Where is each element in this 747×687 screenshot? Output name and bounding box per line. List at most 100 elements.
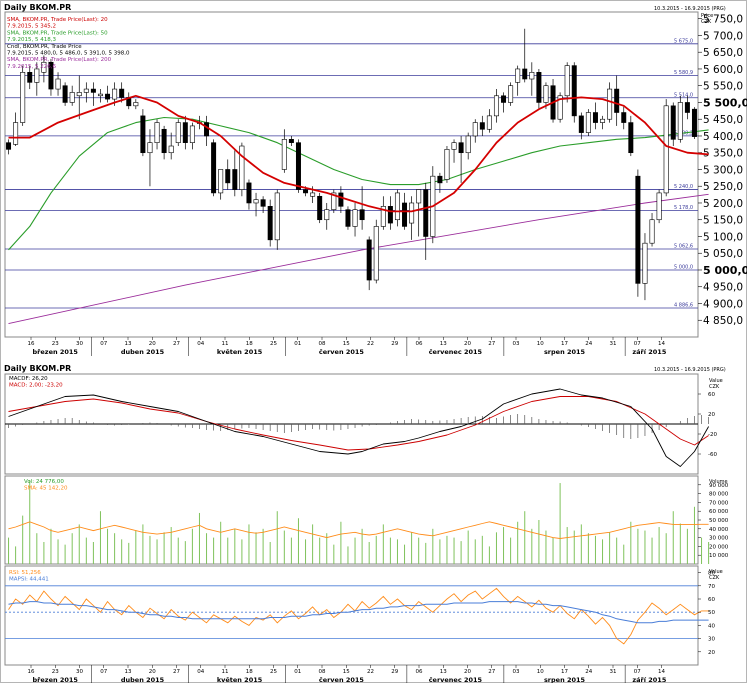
price-legend-entry: 7.9.2015, 5 480,0, 5 486,0, 5 391,0, 5 3…: [7, 51, 130, 57]
candle-body: [239, 145, 245, 190]
price-panel-title: Daily BKOM.PR: [4, 3, 71, 12]
bottom-month-label: červen 2015: [319, 676, 365, 683]
candle-body: [663, 105, 669, 194]
level-line-label: 5 580,9: [674, 70, 693, 76]
mapsi-line: [8, 601, 709, 624]
candle-body: [387, 206, 393, 224]
macd-axis-currency: CZK: [709, 384, 720, 390]
price-x-tick-label: 13: [125, 341, 132, 347]
candle-body: [451, 142, 457, 150]
price-x-tick-label: 08: [319, 341, 326, 347]
candle-body: [423, 189, 429, 237]
candle-body: [133, 102, 139, 107]
level-line-label: 5 675,0: [674, 38, 693, 44]
candle-body: [585, 112, 591, 133]
volume-tick-label: 40 000: [709, 527, 729, 533]
price-tick-label: 4 950,0: [703, 282, 743, 294]
candle-body: [621, 112, 627, 123]
price-tick-label: 5 550,0: [703, 81, 743, 93]
bottom-month-label: duben 2015: [121, 676, 165, 683]
price-legend-entry: 7.9.2015, 5 226,6: [7, 64, 56, 70]
bottom-month-label: březen 2015: [33, 676, 79, 683]
bottom-x-tick-label: 30: [76, 669, 83, 675]
bottom-x-tick-label: 03: [513, 669, 520, 675]
price-tick-label: 4 900,0: [703, 298, 743, 310]
macd-tick-label: 60: [708, 392, 715, 398]
candle-body: [27, 72, 33, 83]
price-x-tick-label: 30: [76, 341, 83, 347]
candle-body: [55, 78, 61, 90]
candle-body: [34, 68, 40, 83]
candle-body: [83, 88, 89, 93]
macd-legend-entry: MACDF: 26,20: [9, 376, 48, 382]
candle-body: [557, 95, 563, 120]
candle-body: [48, 61, 54, 90]
candle-body: [564, 65, 570, 97]
sma200-line: [8, 193, 709, 325]
rsi-tick-label: 50: [708, 610, 715, 616]
price-tick-label: 5 700,0: [703, 30, 743, 42]
candle-body: [218, 169, 224, 194]
candle-body: [345, 209, 351, 227]
volume-tick-label: 30 000: [709, 536, 729, 542]
bottom-month-label: červenec 2015: [429, 676, 483, 683]
price-tick-label: 5 000,0: [703, 264, 747, 277]
price-x-tick-label: 07: [100, 341, 107, 347]
price-tick-label: 5 400,0: [703, 131, 743, 143]
bottom-x-tick-label: 25: [270, 669, 277, 675]
candle-body: [614, 88, 620, 113]
candle-body: [303, 189, 309, 194]
candle-body: [154, 122, 160, 143]
candle-body: [515, 68, 521, 83]
price-x-tick-label: 11: [222, 341, 229, 347]
price-legend-entry: SMA, BKOM.PR, Trade Price(Last): 50: [7, 30, 108, 36]
bottom-x-tick-label: 17: [561, 669, 568, 675]
level-line-label: 5 178,0: [674, 205, 693, 211]
price-legend-entry: 7.9.2015, 5 418,3: [7, 37, 56, 43]
bottom-x-tick-label: 27: [488, 669, 495, 675]
level-line-label: 4 886,6: [674, 302, 693, 308]
price-x-tick-label: 14: [658, 341, 665, 347]
candle-body: [147, 142, 153, 154]
bottom-x-tick-label: 16: [28, 669, 35, 675]
candle-body: [189, 125, 195, 143]
price-x-tick-label: 20: [464, 341, 471, 347]
candle-body: [486, 115, 492, 130]
candle-body: [246, 182, 252, 204]
rsi-tick-label: 80: [708, 571, 715, 577]
candle-body: [76, 92, 82, 97]
candle-body: [691, 108, 697, 137]
price-month-label: květen 2015: [217, 348, 263, 356]
candle-body: [465, 135, 471, 154]
price-x-tick-label: 10: [537, 341, 544, 347]
price-axis-label: Price: [701, 13, 713, 19]
candle-body: [352, 209, 358, 227]
candle-body: [458, 142, 464, 154]
macd-tick-label: -20: [708, 432, 717, 438]
candle-body: [578, 115, 584, 133]
candle-body: [317, 195, 323, 221]
bottom-x-tick-label: 24: [585, 669, 592, 675]
rsi-tick-label: 40: [708, 623, 715, 629]
macd-line: [8, 388, 709, 467]
volume-tick-label: 20 000: [709, 544, 729, 550]
volume-tick-label: 70 000: [709, 500, 729, 506]
candle-body: [338, 192, 344, 207]
level-line-label: 5 062,6: [674, 244, 693, 250]
rsi-axis-label: Value: [709, 569, 723, 575]
price-tick-label: 5 350,0: [703, 148, 743, 160]
sma50-line: [8, 116, 709, 251]
volume-tick-label: 80 000: [709, 492, 729, 498]
candle-body: [225, 169, 231, 184]
price-month-label: červenec 2015: [429, 348, 483, 356]
macd-legend-entry: MACD: 2,00; -23,20: [9, 383, 63, 389]
candle-body: [607, 88, 613, 120]
candle-body: [479, 122, 485, 130]
bottom-x-tick-label: 29: [391, 669, 398, 675]
candle-body: [416, 189, 422, 204]
level-line-label: 5 240,0: [674, 184, 693, 190]
bottom-x-tick-label: 15: [343, 669, 350, 675]
candle-body: [437, 175, 443, 184]
